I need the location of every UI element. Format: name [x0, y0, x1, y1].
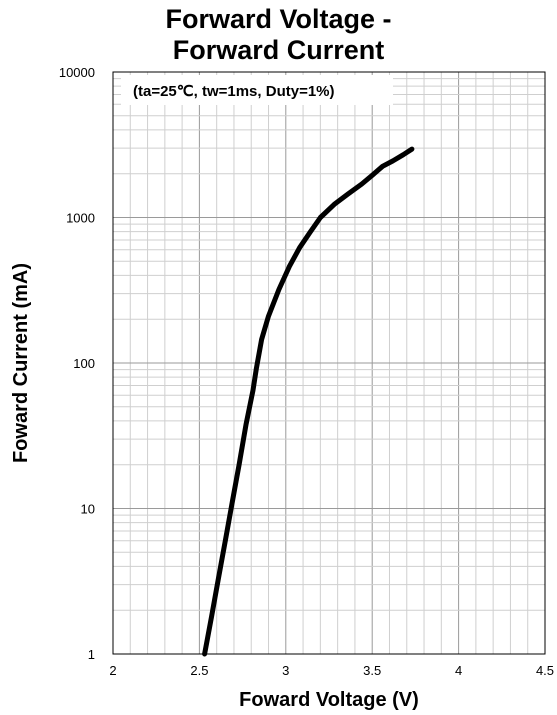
test-conditions-annotation: (ta=25℃, tw=1ms, Duty=1%) [133, 83, 335, 100]
annotation-box [121, 75, 393, 105]
y-tick-label: 1 [88, 647, 95, 662]
x-tick-label: 4 [455, 663, 462, 678]
y-tick-label: 10 [81, 502, 95, 517]
x-axis-ticks: 2 2.5 3 3.5 4 4.5 [109, 663, 554, 678]
y-tick-label: 10000 [59, 65, 95, 80]
y-axis-label: Foward Current (mA) [10, 263, 32, 463]
y-tick-label: 100 [73, 356, 95, 371]
chart-title-line-1: Forward Voltage - [165, 4, 392, 34]
y-tick-label: 1000 [66, 211, 95, 226]
x-tick-label: 2.5 [190, 663, 208, 678]
chart-title-line-2: Forward Current [172, 35, 385, 65]
x-tick-label: 2 [109, 663, 116, 678]
x-tick-label: 4.5 [536, 663, 554, 678]
plot-frame [112, 71, 546, 655]
x-tick-label: 3 [282, 663, 289, 678]
forward-current-curve [202, 146, 415, 657]
x-tick-label: 3.5 [363, 663, 381, 678]
y-axis-ticks: 1 10 100 1000 10000 [59, 65, 95, 662]
x-axis-label: Foward Voltage (V) [239, 689, 419, 711]
plot-gridlines [113, 72, 545, 654]
